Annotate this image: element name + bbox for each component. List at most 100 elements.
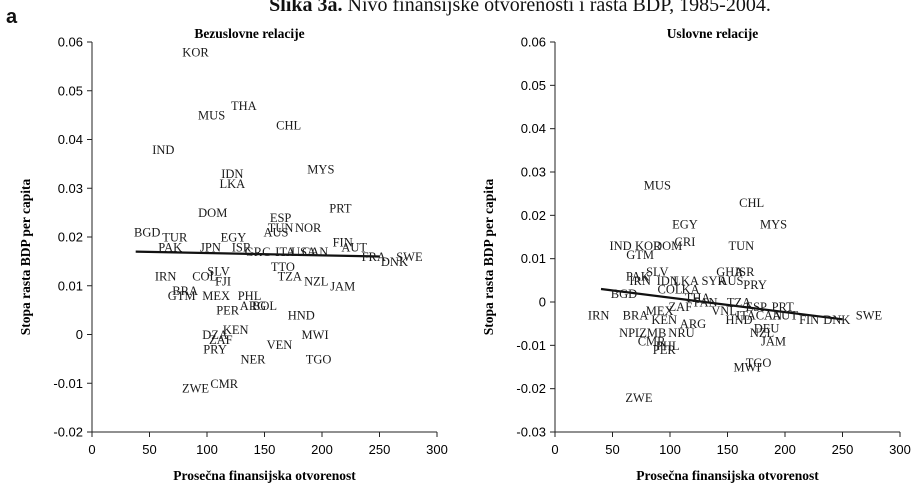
right-point-label-jam: JAM <box>761 335 786 349</box>
right-point-label-aut: AUT <box>772 309 798 323</box>
right-y-tick-label: 0.05 <box>521 78 546 93</box>
right-point-label-idn: IDN <box>657 274 679 288</box>
right-y-tick-label: -0.03 <box>516 425 546 440</box>
right-point-label-mys: MYS <box>760 218 787 232</box>
right-point-label-cri: CRI <box>675 235 696 249</box>
left-point-label-per: PER <box>216 304 240 318</box>
left-point-label-gtm: GTM <box>168 289 196 303</box>
left-point-label-tur: TUR <box>162 231 188 245</box>
left-y-tick-label: 0.04 <box>58 132 83 147</box>
right-point-label-esp: ESP <box>745 300 767 314</box>
left-point-label-isr: ISR <box>232 240 252 254</box>
figure-title: Slika 3a. Nivo finansijske otvorenosti i… <box>120 0 920 17</box>
left-point-label-nzl: NZL <box>304 274 328 288</box>
right-x-tick-label: 250 <box>832 442 854 457</box>
left-y-tick-label: 0.05 <box>58 83 83 98</box>
left-point-label-slv: SLV <box>207 265 229 279</box>
figure-title-bold: Slika 3a. <box>269 0 343 16</box>
left-point-label-aut: AUT <box>341 240 367 254</box>
left-point-label-cmr: CMR <box>210 377 238 391</box>
right-point-label-zaf: ZAF <box>669 300 693 314</box>
left-x-tick-label: 0 <box>88 442 95 457</box>
left-x-tick-label: 50 <box>142 442 156 457</box>
left-point-label-ken: KEN <box>223 323 249 337</box>
left-point-label-can: CAN <box>302 245 328 259</box>
right-point-label-phl: PHL <box>656 339 680 353</box>
left-point-label-arg: ARG <box>240 299 266 313</box>
left-point-label-aus: AUS <box>263 226 288 240</box>
figure-title-rest: Nivo finansijske otvorenosti i rasta BDP… <box>342 0 771 16</box>
left-x-tick-label: 100 <box>196 442 218 457</box>
right-point-label-col: COL <box>658 283 683 297</box>
right-point-label-mex: MEX <box>646 304 674 318</box>
left-point-label-mys: MYS <box>307 162 334 176</box>
right-point-label-pak: PAK <box>626 270 650 284</box>
left-point-label-pry: PRY <box>203 343 227 357</box>
right-point-label-nzl: NZL <box>750 326 774 340</box>
right-x-axis-label: Prosečna finansijska otvorenost <box>636 468 819 483</box>
left-point-label-chl: CHL <box>276 118 301 132</box>
left-y-axis-label: Stopa rasta BDP per capita <box>18 179 33 336</box>
right-point-label-dom: DOM <box>653 239 682 253</box>
right-point-label-deu: DEU <box>754 322 780 336</box>
right-point-label-gha: GHA <box>716 265 743 279</box>
right-point-label-swe: SWE <box>856 309 883 323</box>
right-point-label-hnd: HND <box>725 313 752 327</box>
left-point-label-bol: BOL <box>252 299 277 313</box>
left-point-label-ind: IND <box>152 143 174 157</box>
right-point-label-vnl: VNL <box>711 304 737 318</box>
left-y-tick-label: 0.06 <box>58 35 83 50</box>
right-chart-title: Uslovne relacije <box>667 26 759 41</box>
right-point-label-irn: IRN <box>588 309 610 323</box>
left-point-label-kor: KOR <box>182 45 209 59</box>
right-point-label-prt: PRT <box>772 300 795 314</box>
left-y-tick-label: 0.01 <box>58 278 83 293</box>
left-point-label-jam: JAM <box>330 279 355 293</box>
right-point-label-fin: FIN <box>799 313 819 327</box>
right-point-label-tgo: TGO <box>746 356 772 370</box>
right-x-tick-label: 50 <box>605 442 619 457</box>
right-x-tick-label: 300 <box>889 442 911 457</box>
left-point-label-idn: IDN <box>221 167 243 181</box>
left-point-label-tto: TTO <box>271 260 295 274</box>
right-point-label-isr: ISR <box>735 265 755 279</box>
left-point-label-lka: LKA <box>219 177 245 191</box>
right-y-tick-label: -0.01 <box>516 338 546 353</box>
right-point-label-tun: TUN <box>728 239 754 253</box>
right-point-label-pan: PAN <box>694 296 718 310</box>
left-point-label-col: COL <box>192 270 217 284</box>
right-x-tick-label: 0 <box>551 442 558 457</box>
left-point-label-hnd: HND <box>288 309 315 323</box>
right-point-label-ka: KA <box>682 283 700 297</box>
left-y-tick-label: 0.03 <box>58 181 83 196</box>
left-x-tick-label: 150 <box>254 442 276 457</box>
left-point-label-bgd: BGD <box>134 226 160 240</box>
left-point-label-fin: FIN <box>333 235 353 249</box>
right-point-label-tha: THA <box>685 291 711 305</box>
left-point-label-phl: PHL <box>238 289 262 303</box>
right-x-tick-label: 150 <box>717 442 739 457</box>
right-point-label-mus: MUS <box>644 179 671 193</box>
right-point-label-cmr: CMR <box>638 335 666 349</box>
right-point-label-zwe: ZWE <box>625 391 652 405</box>
left-point-label-tun: TUN <box>268 221 294 235</box>
left-point-label-dom: DOM <box>198 206 227 220</box>
left-point-label-fji: FJI <box>215 274 231 288</box>
left-point-label-fra: FRA <box>362 250 386 264</box>
left-point-label-zwe: ZWE <box>182 382 209 396</box>
left-y-tick-label: -0.02 <box>53 425 83 440</box>
left-point-label-tza: TZA <box>278 270 302 284</box>
right-point-label-pry: PRY <box>743 278 767 292</box>
left-point-label-egy: EGY <box>221 231 247 245</box>
right-point-label-slv: SLV <box>646 265 668 279</box>
left-point-label-ner: NER <box>241 352 267 366</box>
left-y-tick-label: 0.02 <box>58 230 83 245</box>
right-point-label-ken: KEN <box>651 313 677 327</box>
right-point-label-irn: IRN <box>629 274 651 288</box>
right-y-tick-label: 0.01 <box>521 251 546 266</box>
right-x-tick-label: 200 <box>774 442 796 457</box>
right-point-label-ind: IND <box>609 239 631 253</box>
right-point-label-bra: BRA <box>623 309 649 323</box>
right-point-label-kor: KOR <box>635 239 662 253</box>
